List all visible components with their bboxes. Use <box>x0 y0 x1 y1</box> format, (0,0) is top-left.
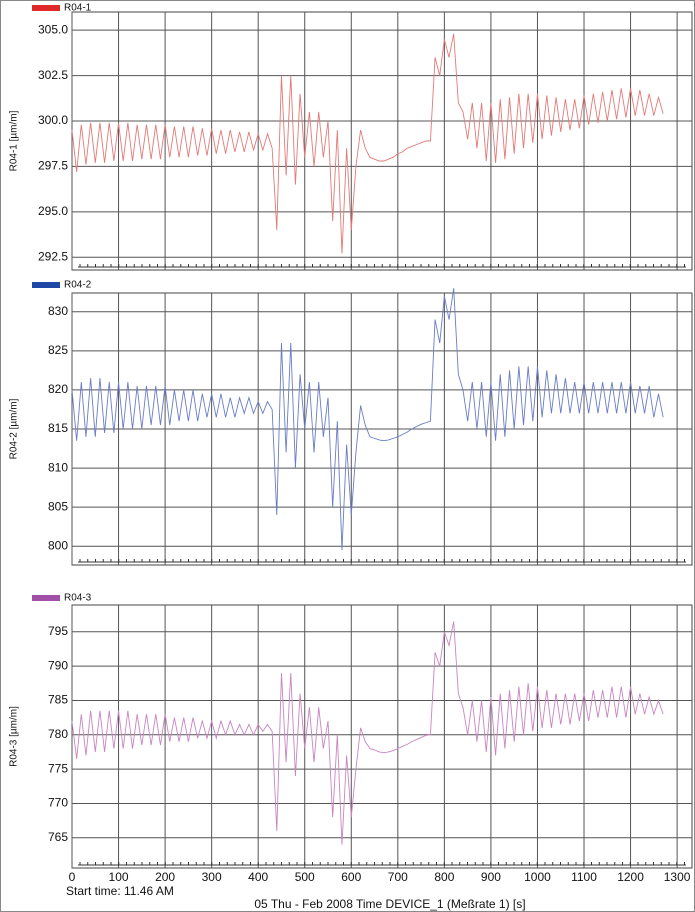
legend-label: R04-3 <box>64 593 92 604</box>
y-tick-label: 810 <box>48 460 68 474</box>
y-tick-label: 770 <box>48 796 68 810</box>
y-tick-label: 305.0 <box>38 22 68 36</box>
y-tick-label: 295.0 <box>38 204 68 218</box>
plot-area <box>71 604 693 869</box>
x-tick-label: 400 <box>248 870 268 884</box>
data-line <box>71 621 664 845</box>
y-tick-label: 795 <box>48 624 68 638</box>
y-tick-label: 815 <box>48 421 68 435</box>
x-tick-label: 0 <box>69 870 76 884</box>
y-axis-label: R04-2 [µm/m] <box>9 398 20 459</box>
legend-swatch <box>32 5 60 11</box>
y-tick-label: 830 <box>48 304 68 318</box>
x-tick-label: 1100 <box>571 870 597 884</box>
legend-label: R04-1 <box>64 3 92 14</box>
legend-swatch <box>32 595 60 601</box>
x-tick-label: 800 <box>434 870 454 884</box>
x-tick-label: 500 <box>295 870 315 884</box>
y-axis-label: R04-1 [µm/m] <box>9 110 20 171</box>
y-tick-label: 800 <box>48 538 68 552</box>
y-tick-label: 820 <box>48 382 68 396</box>
y-tick-label: 785 <box>48 693 68 707</box>
x-tick-label: 600 <box>341 870 361 884</box>
x-tick-label: 200 <box>155 870 175 884</box>
y-tick-label: 297.5 <box>38 159 68 173</box>
x-tick-label: 900 <box>481 870 501 884</box>
data-line <box>71 33 664 254</box>
x-tick-label: 1000 <box>524 870 551 884</box>
y-tick-label: 292.5 <box>38 249 68 263</box>
data-line <box>71 288 664 551</box>
legend-swatch <box>32 282 60 288</box>
y-tick-label: 302.5 <box>38 68 68 82</box>
legend-label: R04-2 <box>64 280 92 291</box>
y-axis-label: R04-3 [µm/m] <box>9 706 20 767</box>
y-tick-label: 300.0 <box>38 113 68 127</box>
y-tick-label: 775 <box>48 761 68 775</box>
y-tick-label: 790 <box>48 658 68 672</box>
x-axis-label: 05 Thu - Feb 2008 Time DEVICE_1 (Meßrate… <box>254 897 525 911</box>
y-tick-label: 765 <box>48 830 68 844</box>
x-tick-label: 1300 <box>664 870 691 884</box>
x-tick-label: 300 <box>202 870 222 884</box>
y-tick-label: 780 <box>48 727 68 741</box>
plot-area <box>71 11 693 271</box>
y-tick-label: 805 <box>48 499 68 513</box>
y-tick-label: 825 <box>48 343 68 357</box>
x-tick-label: 700 <box>388 870 408 884</box>
x-tick-label: 1200 <box>617 870 644 884</box>
annotation: Start time: 11.46 AM <box>66 884 174 898</box>
x-tick-label: 100 <box>109 870 129 884</box>
